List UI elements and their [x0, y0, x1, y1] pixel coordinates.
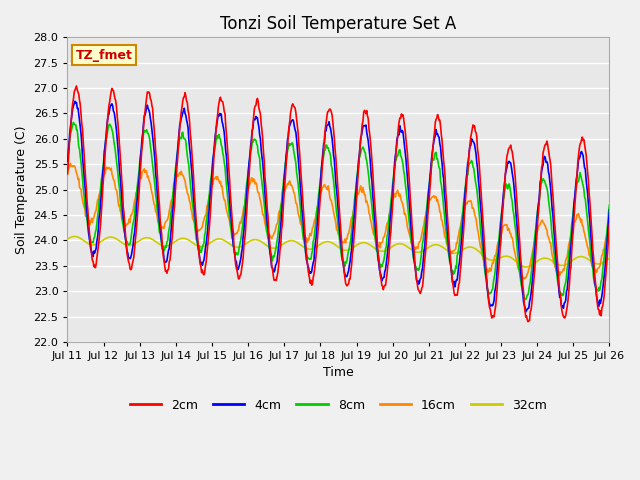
2cm — [185, 112, 193, 118]
8cm — [522, 297, 530, 302]
16cm — [67, 160, 74, 166]
4cm — [214, 117, 221, 122]
2cm — [405, 172, 413, 178]
X-axis label: Time: Time — [323, 367, 354, 380]
4cm — [421, 243, 429, 249]
2cm — [74, 89, 82, 95]
4cm — [130, 234, 138, 240]
2cm — [524, 319, 532, 324]
2cm — [73, 83, 81, 89]
Line: 32cm: 32cm — [67, 237, 609, 267]
16cm — [74, 177, 82, 182]
16cm — [421, 216, 429, 221]
32cm — [130, 241, 138, 247]
Line: 8cm: 8cm — [67, 122, 609, 300]
32cm — [71, 234, 79, 240]
8cm — [405, 216, 413, 222]
8cm — [185, 163, 193, 168]
8cm — [130, 217, 138, 223]
2cm — [130, 254, 138, 260]
32cm — [405, 245, 413, 251]
2cm — [605, 221, 613, 227]
Legend: 2cm, 4cm, 8cm, 16cm, 32cm: 2cm, 4cm, 8cm, 16cm, 32cm — [125, 394, 552, 417]
16cm — [130, 203, 138, 209]
4cm — [522, 309, 530, 315]
4cm — [74, 105, 82, 111]
4cm — [185, 137, 193, 143]
Line: 4cm: 4cm — [67, 101, 609, 312]
8cm — [421, 227, 429, 232]
2cm — [214, 113, 221, 119]
Line: 2cm: 2cm — [67, 86, 609, 322]
8cm — [74, 135, 82, 141]
16cm — [185, 194, 193, 200]
32cm — [74, 234, 82, 240]
32cm — [421, 247, 429, 253]
32cm — [522, 264, 530, 270]
16cm — [63, 172, 71, 178]
16cm — [520, 276, 528, 282]
4cm — [605, 207, 613, 213]
Y-axis label: Soil Temperature (C): Soil Temperature (C) — [15, 125, 28, 254]
8cm — [63, 153, 71, 158]
Line: 16cm: 16cm — [67, 163, 609, 279]
2cm — [421, 256, 429, 262]
4cm — [71, 98, 79, 104]
4cm — [405, 194, 413, 200]
32cm — [185, 237, 193, 243]
4cm — [63, 158, 71, 164]
Text: TZ_fmet: TZ_fmet — [76, 48, 132, 61]
32cm — [214, 236, 221, 242]
16cm — [605, 220, 613, 226]
8cm — [70, 120, 77, 125]
16cm — [405, 230, 413, 236]
2cm — [63, 171, 71, 177]
8cm — [214, 136, 221, 142]
32cm — [605, 255, 613, 261]
16cm — [214, 174, 221, 180]
32cm — [63, 236, 71, 242]
Title: Tonzi Soil Temperature Set A: Tonzi Soil Temperature Set A — [220, 15, 456, 33]
8cm — [605, 202, 613, 208]
